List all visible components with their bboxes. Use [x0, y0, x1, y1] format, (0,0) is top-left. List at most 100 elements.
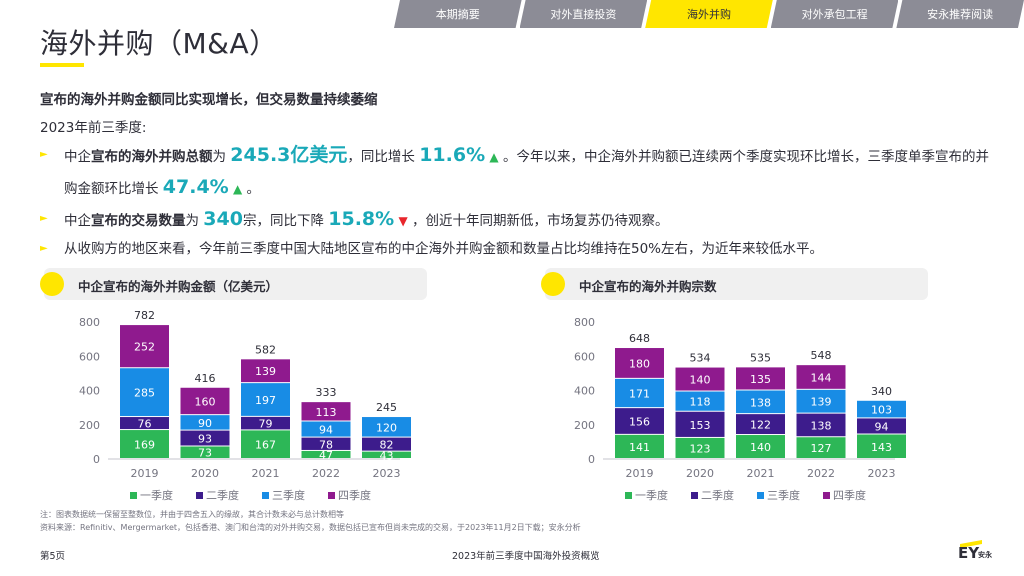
- legend-label: 三季度: [272, 488, 305, 502]
- data-label: 140: [750, 441, 771, 454]
- bar-segment: [796, 365, 846, 389]
- footnote-source: 资料来源：Refinitiv、Mergermarket，包括香港、澳门和台湾的对…: [40, 523, 581, 532]
- total-label: 582: [255, 343, 276, 356]
- data-label: 143: [871, 441, 892, 454]
- page-title: 海外并购（M&A）: [40, 27, 278, 60]
- bar-segment: [736, 390, 785, 414]
- bar-segment: [857, 418, 906, 434]
- data-label: 93: [198, 433, 212, 446]
- legend-label: 二季度: [206, 488, 239, 502]
- legend-label: 三季度: [767, 488, 800, 502]
- bar-segment: [615, 408, 664, 434]
- bullet-arrow-icon: ►: [40, 213, 48, 224]
- bar-segment: [120, 368, 169, 417]
- y-tick-label: 0: [93, 453, 100, 466]
- bar-segment: [736, 435, 785, 458]
- data-label: 94: [319, 424, 333, 437]
- data-label: 43: [380, 449, 394, 462]
- bar-segment: [675, 411, 725, 437]
- data-label: 103: [871, 404, 892, 417]
- y-tick-label: 200: [79, 419, 100, 432]
- total-label: 535: [750, 351, 771, 364]
- data-label: 180: [629, 357, 650, 370]
- period-label: 2023年前三季度:: [40, 120, 147, 136]
- data-label: 73: [198, 447, 212, 460]
- highlight-yoy-decline: 15.8%: [328, 208, 395, 230]
- x-tick-label: 2022: [312, 467, 340, 480]
- data-label: 144: [811, 371, 832, 384]
- data-label: 82: [380, 439, 394, 452]
- data-label: 138: [811, 419, 832, 432]
- tab-overseas-ma[interactable]: 海外并购: [645, 0, 773, 28]
- bar-segment: [675, 367, 725, 391]
- bar-segment: [241, 430, 290, 458]
- data-label: 118: [690, 396, 711, 409]
- y-tick-label: 600: [79, 350, 100, 363]
- page-number: 第5页: [40, 551, 66, 562]
- tab-summary[interactable]: 本期摘要: [394, 0, 522, 28]
- bar-segment: [857, 434, 906, 458]
- bar-segment: [675, 437, 725, 458]
- legend-label: 二季度: [701, 488, 734, 502]
- bar-segment: [615, 348, 664, 378]
- bar-segment: [857, 400, 906, 418]
- x-tick-label: 2019: [626, 467, 654, 480]
- bar-segment: [362, 417, 411, 437]
- x-tick-label: 2020: [686, 467, 714, 480]
- data-label: 47: [319, 449, 333, 462]
- total-label: 534: [690, 352, 711, 365]
- title-underline: [40, 63, 84, 67]
- data-label: 153: [690, 419, 711, 432]
- total-label: 782: [134, 309, 155, 322]
- x-tick-label: 2021: [747, 467, 775, 480]
- total-label: 245: [376, 401, 397, 414]
- bar-segment: [736, 414, 785, 435]
- total-label: 333: [316, 386, 337, 399]
- highlight-total-amount: 245.3亿美元: [230, 144, 348, 166]
- bullet-list: ► 中企宣布的海外并购总额为 245.3亿美元，同比增长 11.6% ▲ 。今年…: [40, 140, 1000, 262]
- bullet-arrow-icon: ►: [40, 243, 48, 254]
- bar-segment: [615, 378, 664, 408]
- bar-segment: [796, 389, 846, 413]
- data-label: 135: [750, 373, 771, 386]
- up-arrow-icon: ▲: [489, 150, 499, 164]
- highlight-qoq-growth: 47.4%: [162, 176, 229, 198]
- chart-header-count: 中企宣布的海外并购宗数: [541, 268, 928, 300]
- tab-contracting[interactable]: 对外承包工程: [771, 0, 899, 28]
- highlight-yoy-growth: 11.6%: [419, 144, 486, 166]
- bar-segment: [796, 413, 846, 437]
- legend-swatch: [757, 492, 764, 499]
- data-label: 139: [255, 365, 276, 378]
- bar-segment: [180, 415, 230, 430]
- bar-segment: [615, 434, 664, 458]
- bar-segment: [736, 367, 785, 390]
- data-label: 90: [198, 417, 212, 430]
- data-label: 140: [690, 374, 711, 387]
- legend-swatch: [196, 492, 203, 499]
- footnote-rounding: 注：图表数据统一保留至整数位，并由于四舍五入的缘故，其合计数未必与总计数相等: [40, 510, 344, 519]
- y-tick-label: 200: [574, 419, 595, 432]
- total-label: 416: [195, 372, 216, 385]
- x-tick-label: 2023: [868, 467, 896, 480]
- data-label: 156: [629, 415, 650, 428]
- chart-header-amount: 中企宣布的海外并购金额（亿美元）: [40, 268, 427, 300]
- y-tick-label: 400: [574, 385, 595, 398]
- bar-segment: [241, 359, 290, 383]
- top-tabs: 本期摘要 对外直接投资 海外并购 对外承包工程 安永推荐阅读: [396, 0, 1024, 28]
- bar-segment: [301, 437, 351, 450]
- bar-segment: [120, 417, 169, 430]
- tab-direct-investment[interactable]: 对外直接投资: [520, 0, 648, 28]
- data-label: 76: [138, 418, 152, 431]
- total-label: 648: [629, 332, 650, 345]
- data-label: 139: [811, 396, 832, 409]
- chart-count: 0 200 400 600 800 141 156 171 180 648 2019 123 153 11…: [574, 316, 906, 502]
- y-tick-label: 400: [79, 385, 100, 398]
- tab-recommended-reading[interactable]: 安永推荐阅读: [896, 0, 1024, 28]
- x-tick-label: 2022: [807, 467, 835, 480]
- y-tick-label: 0: [588, 453, 595, 466]
- bar-segment: [301, 421, 351, 437]
- x-tick-label: 2020: [191, 467, 219, 480]
- data-label: 127: [811, 442, 832, 455]
- data-label: 123: [690, 442, 711, 455]
